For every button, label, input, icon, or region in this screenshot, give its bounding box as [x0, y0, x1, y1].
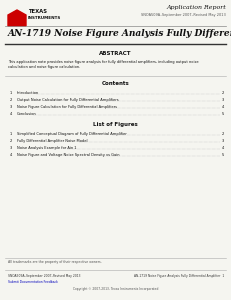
Text: INSTRUMENTS: INSTRUMENTS — [28, 16, 61, 20]
Text: AN-1719 Noise Figure Analysis Fully Differential Amplifier  1: AN-1719 Noise Figure Analysis Fully Diff… — [134, 274, 224, 278]
Text: 3: 3 — [10, 105, 12, 109]
Text: 3: 3 — [222, 98, 224, 102]
Text: Fully Differential Amplifier Noise Model: Fully Differential Amplifier Noise Model — [17, 139, 88, 143]
Text: All trademarks are the property of their respective owners.: All trademarks are the property of their… — [8, 260, 102, 264]
Text: 1: 1 — [10, 91, 12, 95]
Text: Copyright © 2007-2013, Texas Instruments Incorporated: Copyright © 2007-2013, Texas Instruments… — [73, 287, 158, 291]
Text: AN-1719 Noise Figure Analysis Fully Differential Amplifier: AN-1719 Noise Figure Analysis Fully Diff… — [8, 29, 231, 38]
Text: Noise Figure Calculation for Fully Differential Amplifiers: Noise Figure Calculation for Fully Diffe… — [17, 105, 117, 109]
Text: 4: 4 — [10, 112, 12, 116]
Text: Application Report: Application Report — [166, 5, 226, 10]
Text: 3: 3 — [222, 139, 224, 143]
Text: 2: 2 — [222, 132, 224, 136]
Text: This application note provides noise figure analysis for fully differential ampl: This application note provides noise fig… — [8, 60, 199, 64]
Text: SNOA509A–September 2007–Revised May 2013: SNOA509A–September 2007–Revised May 2013 — [8, 274, 80, 278]
Text: Noise Figure and Voltage Noise Spectral Density vs Gain: Noise Figure and Voltage Noise Spectral … — [17, 153, 119, 157]
Text: 5: 5 — [222, 153, 224, 157]
Text: 3: 3 — [10, 146, 12, 150]
Text: calculation and noise figure calculation.: calculation and noise figure calculation… — [8, 65, 80, 69]
Text: 2: 2 — [10, 98, 12, 102]
Text: TEXAS: TEXAS — [28, 9, 47, 14]
Text: Introduction: Introduction — [17, 91, 39, 95]
Text: 1: 1 — [10, 132, 12, 136]
Text: Conclusion: Conclusion — [17, 112, 37, 116]
Polygon shape — [8, 10, 26, 26]
Text: Output Noise Calculation for Fully Differential Amplifiers: Output Noise Calculation for Fully Diffe… — [17, 98, 119, 102]
Text: Noise Analysis Example for Ain 1: Noise Analysis Example for Ain 1 — [17, 146, 76, 150]
Text: 4: 4 — [222, 105, 224, 109]
Text: ABSTRACT: ABSTRACT — [99, 51, 132, 56]
Text: Submit Documentation Feedback: Submit Documentation Feedback — [8, 280, 58, 284]
Text: 5: 5 — [222, 112, 224, 116]
Text: 4: 4 — [10, 153, 12, 157]
Text: Simplified Conceptual Diagram of Fully Differential Amplifier: Simplified Conceptual Diagram of Fully D… — [17, 132, 127, 136]
Text: SNOA509A–September 2007–Revised May 2013: SNOA509A–September 2007–Revised May 2013 — [141, 13, 226, 17]
Text: 2: 2 — [10, 139, 12, 143]
Text: Contents: Contents — [102, 81, 129, 86]
Text: 2: 2 — [222, 91, 224, 95]
Text: 4: 4 — [222, 146, 224, 150]
Text: List of Figures: List of Figures — [93, 122, 138, 127]
